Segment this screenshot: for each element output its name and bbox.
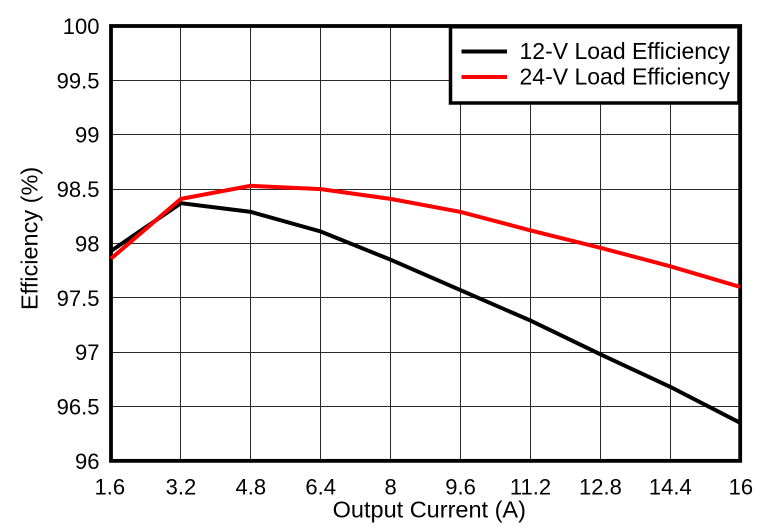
svg-text:4.8: 4.8: [236, 475, 267, 500]
svg-text:98: 98: [75, 231, 99, 256]
svg-text:99.5: 99.5: [57, 68, 100, 93]
svg-text:12.8: 12.8: [579, 475, 622, 500]
svg-text:96: 96: [75, 449, 99, 474]
svg-text:24-V Load Efficiency: 24-V Load Efficiency: [520, 64, 731, 90]
svg-text:16: 16: [729, 475, 753, 500]
svg-text:8: 8: [384, 475, 396, 500]
svg-text:12-V Load Efficiency: 12-V Load Efficiency: [520, 38, 731, 64]
svg-text:98.5: 98.5: [57, 177, 100, 202]
svg-text:99: 99: [75, 123, 99, 148]
svg-text:100: 100: [63, 14, 100, 39]
svg-text:3.2: 3.2: [166, 475, 197, 500]
svg-text:97: 97: [75, 340, 99, 365]
svg-text:97.5: 97.5: [57, 286, 100, 311]
svg-text:11.2: 11.2: [510, 475, 551, 500]
svg-text:14.4: 14.4: [649, 475, 692, 500]
svg-text:Efficiency (%): Efficiency (%): [16, 167, 42, 310]
svg-text:6.4: 6.4: [305, 475, 336, 500]
svg-text:9.6: 9.6: [445, 475, 476, 500]
svg-text:Output Current (A): Output Current (A): [333, 497, 526, 523]
svg-text:96.5: 96.5: [57, 395, 100, 420]
svg-text:1.6: 1.6: [95, 475, 126, 500]
